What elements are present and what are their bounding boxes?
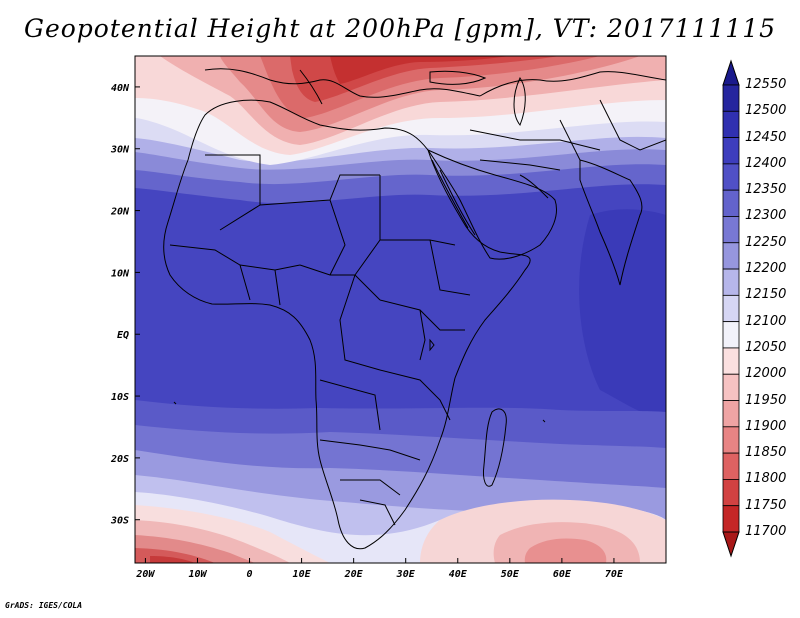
colorbar-label: 12450 <box>745 129 787 145</box>
colorbar-label: 12200 <box>745 261 787 277</box>
x-tick-label: 40E <box>449 569 468 580</box>
colorbar-label: 11750 <box>745 497 787 513</box>
colorbar-top-arrow <box>722 59 740 86</box>
x-tick-label: 20E <box>344 569 364 580</box>
height-field <box>135 56 666 563</box>
colorbar-label: 12150 <box>745 287 787 303</box>
colorbar-swatch <box>722 479 740 507</box>
colorbar-swatch <box>722 189 740 217</box>
chart-title: Geopotential Height at 200hPa [gpm], VT:… <box>23 14 777 43</box>
colorbar-label: 12500 <box>745 103 787 119</box>
colorbar-swatch <box>722 321 740 349</box>
x-tick-label: 30E <box>396 569 416 580</box>
colorbar-label: 11850 <box>745 445 787 461</box>
plot-frame <box>134 55 667 564</box>
y-tick-label: 30S <box>110 516 129 527</box>
colorbar-label: 12300 <box>745 208 787 224</box>
colorbar-label: 11700 <box>745 524 787 539</box>
colorbar-swatch <box>722 242 740 270</box>
y-tick-label: EQ <box>117 330 129 341</box>
colorbar-swatch <box>722 268 740 296</box>
colorbar-swatch <box>722 163 740 191</box>
colorbar-swatch <box>722 373 740 401</box>
y-tick-label: 30N <box>110 145 130 156</box>
colorbar-swatch <box>722 216 740 244</box>
y-tick-label: 10N <box>111 268 130 279</box>
axis-ticks: 20W 10W 0 10E 20E 30E 40E 50E 60E 70E 40N 30N 20N 10N… <box>110 83 624 580</box>
x-tick-label: 10E <box>293 569 312 580</box>
colorbar-label: 12550 <box>745 77 787 92</box>
x-tick-label: 60E <box>553 569 572 580</box>
colorbar-bottom-arrow <box>722 531 740 558</box>
colorbar <box>722 59 740 558</box>
colorbar-label: 12400 <box>745 155 787 171</box>
colorbar-label: 12350 <box>745 182 787 198</box>
y-tick-label: 20S <box>110 454 129 465</box>
colorbar-swatch <box>722 400 740 428</box>
x-tick-label: 20W <box>135 569 155 580</box>
y-tick-label: 40N <box>111 83 130 94</box>
colorbar-label: 11900 <box>745 418 787 434</box>
colorbar-label: 12250 <box>745 234 787 250</box>
colorbar-label: 12100 <box>745 313 787 329</box>
colorbar-swatch <box>722 294 740 323</box>
colorbar-label: 11800 <box>745 471 787 487</box>
coastlines <box>163 68 666 550</box>
colorbar-swatch <box>722 426 740 454</box>
colorbar-label: 12050 <box>745 339 787 355</box>
colorbar-label: 12000 <box>745 366 787 382</box>
colorbar-swatch <box>722 110 740 138</box>
x-tick-label: 0 <box>247 569 253 580</box>
x-tick-label: 50E <box>501 569 520 580</box>
colorbar-swatch <box>722 452 740 480</box>
y-tick-label: 20N <box>110 207 130 218</box>
colorbar-label: 11950 <box>745 392 787 408</box>
colorbar-swatch <box>722 137 740 165</box>
grads-credit: GrADS: IGES/COLA <box>5 601 83 610</box>
x-tick-label: 10W <box>188 569 207 580</box>
x-tick-label: 70E <box>605 569 624 580</box>
colorbar-swatch <box>722 505 740 533</box>
y-tick-label: 10S <box>111 392 129 403</box>
colorbar-swatch <box>722 84 740 112</box>
colorbar-swatch <box>722 347 740 375</box>
